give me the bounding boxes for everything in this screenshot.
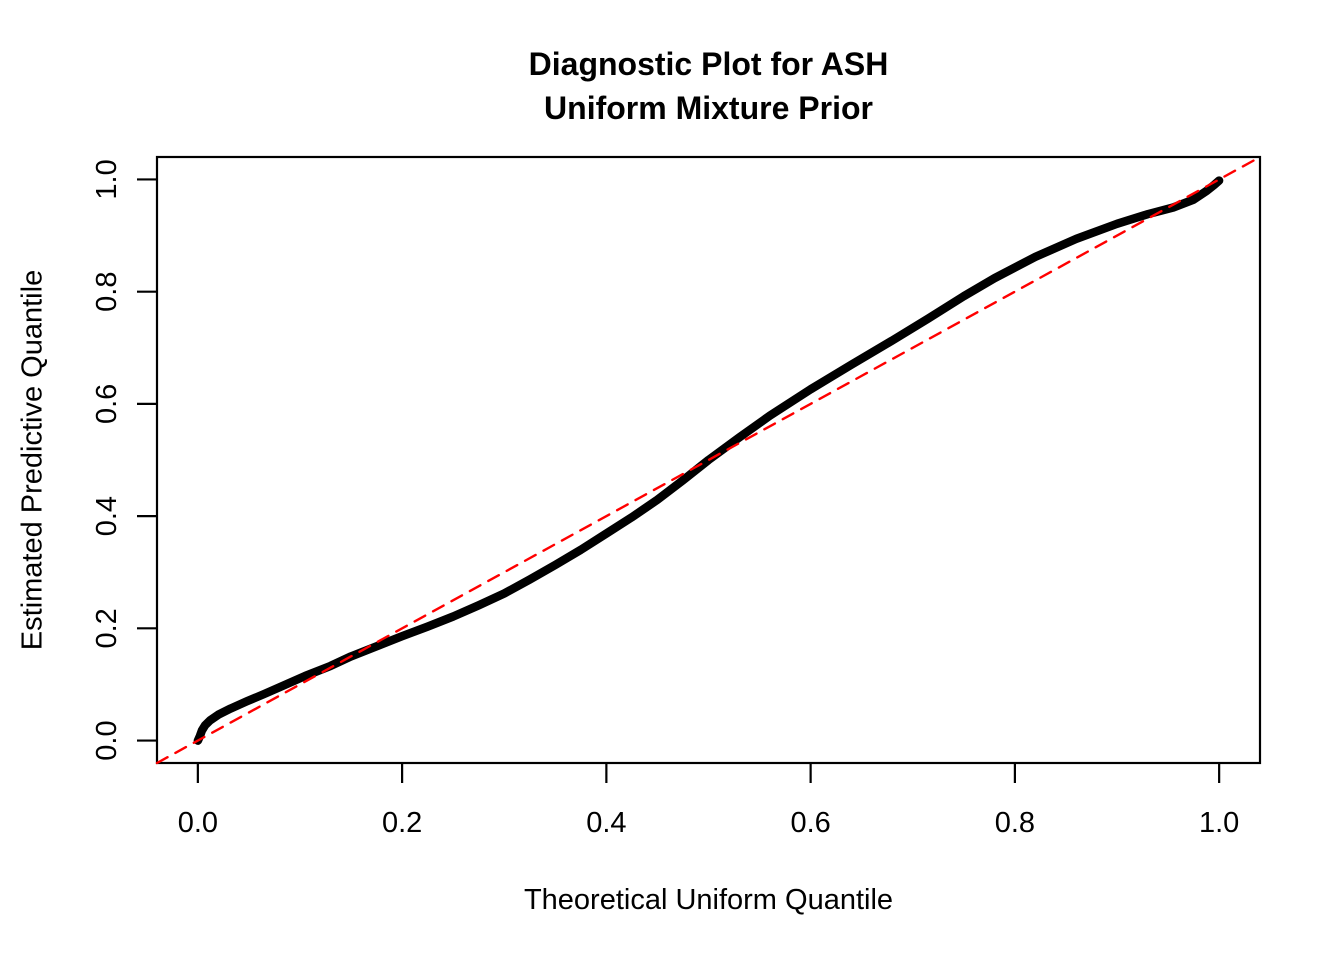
x-tick-label-0.8: 0.8	[995, 807, 1035, 839]
y-tick-label-1.0: 1.0	[91, 159, 123, 199]
reference-diagonal-y-equals-x	[155, 155, 1262, 765]
x-tick-label-0.6: 0.6	[790, 807, 830, 839]
y-tick-label-0.2: 0.2	[91, 608, 123, 648]
estimated-predictive-quantile-curve	[193, 176, 1224, 745]
x-tick-label-0.2: 0.2	[382, 807, 422, 839]
x-tick-label-1.0: 1.0	[1199, 807, 1239, 839]
plot-title: Diagnostic Plot for ASH Uniform Mixture …	[157, 42, 1260, 130]
plot-title-line-1: Diagnostic Plot for ASH	[528, 46, 889, 82]
plot-box	[155, 155, 1262, 765]
y-axis-label: Estimated Predictive Quantile	[16, 269, 49, 651]
y-tick-label-0.8: 0.8	[91, 272, 123, 312]
y-tick-label-0.0: 0.0	[91, 720, 123, 760]
y-tick-label-0.6: 0.6	[91, 384, 123, 424]
y-tick-label-0.4: 0.4	[91, 496, 123, 536]
x-axis-label: Theoretical Uniform Quantile	[523, 884, 894, 916]
plot-title-line-2: Uniform Mixture Prior	[544, 90, 873, 126]
x-tick-label-0.0: 0.0	[178, 807, 218, 839]
x-tick-label-0.4: 0.4	[586, 807, 626, 839]
